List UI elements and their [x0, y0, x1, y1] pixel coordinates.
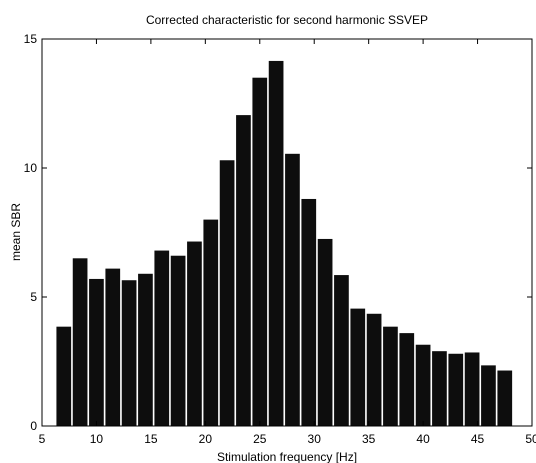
bar-38.5 — [399, 333, 415, 426]
y-tick-label-10: 10 — [24, 161, 38, 175]
bar-40 — [415, 344, 431, 426]
y-axis: 0 5 10 15 — [24, 32, 532, 433]
chart-title: Corrected characteristic for second harm… — [146, 13, 428, 27]
bar-37 — [383, 326, 398, 426]
y-tick-label-5: 5 — [30, 290, 37, 304]
bar-10 — [89, 278, 104, 426]
bar-22 — [219, 160, 235, 426]
x-tick-label-5: 5 — [39, 432, 46, 446]
plot-area — [56, 60, 513, 427]
x-tick-label-20: 20 — [199, 432, 213, 446]
x-tick-label-30: 30 — [308, 432, 322, 446]
bar-32.5 — [334, 275, 349, 426]
bar-16 — [154, 250, 170, 426]
bar-13 — [121, 280, 137, 426]
bar-35.5 — [366, 313, 382, 426]
x-tick-label-10: 10 — [90, 432, 104, 446]
x-axis: 5 10 15 20 25 30 35 40 45 50 — [39, 39, 536, 446]
bar-46 — [481, 365, 496, 426]
bar-34 — [350, 308, 366, 426]
axes-frame — [41, 38, 533, 427]
bar-14.5 — [138, 273, 153, 426]
bar-31 — [317, 238, 333, 426]
y-axis-label: mean SBR — [9, 203, 23, 261]
x-tick-label-35: 35 — [362, 432, 376, 446]
bar-23.5 — [236, 115, 251, 427]
bar-11.5 — [105, 268, 121, 426]
bar-19 — [187, 241, 202, 426]
bar-47.5 — [497, 370, 513, 426]
bar-29.5 — [301, 198, 317, 426]
bar-20.5 — [203, 219, 219, 426]
x-tick-label-50: 50 — [525, 432, 536, 446]
bar-41.5 — [432, 351, 447, 426]
x-tick-label-45: 45 — [471, 432, 485, 446]
y-tick-label-0: 0 — [30, 419, 37, 433]
y-tick-label-15: 15 — [24, 32, 38, 46]
bar-28 — [285, 153, 300, 426]
x-tick-label-15: 15 — [144, 432, 158, 446]
bar-8.5 — [72, 258, 88, 426]
bar-26.5 — [268, 60, 284, 427]
bar-44.5 — [464, 352, 480, 426]
x-tick-label-25: 25 — [253, 432, 267, 446]
bar-43 — [448, 353, 464, 426]
x-tick-label-40: 40 — [416, 432, 430, 446]
bar-25 — [252, 77, 268, 426]
x-axis-label: Stimulation frequency [Hz] — [217, 450, 357, 463]
bar-17.5 — [170, 255, 186, 426]
bar-7 — [56, 326, 72, 426]
